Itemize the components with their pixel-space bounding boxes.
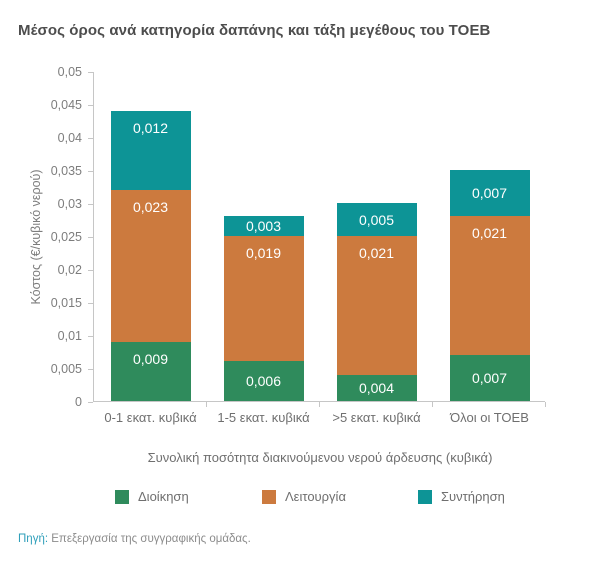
y-axis-tick-mark: [88, 335, 93, 337]
bar-segment: 0,007: [449, 170, 530, 217]
y-axis-tick-mark: [88, 269, 93, 271]
bar-segment: 0,003: [223, 216, 304, 236]
legend-swatch: [418, 489, 432, 504]
y-axis-tick-label: 0,025: [50, 230, 82, 244]
bar-segment: 0,006: [223, 361, 304, 401]
y-axis-tick-mark: [88, 71, 93, 73]
segment-value-label: 0,021: [358, 245, 395, 262]
x-axis-category-label: Όλοι οι ΤΟΕΒ: [450, 410, 529, 425]
y-axis-tick-mark: [88, 170, 93, 172]
source-line: Πηγή: Επεξεργασία της συγγραφικής ομάδας…: [18, 533, 251, 545]
y-axis-tick-label: 0,03: [57, 197, 82, 211]
segment-value-label: 0,009: [132, 350, 169, 367]
segment-value-label: 0,005: [358, 211, 395, 228]
bar-segment: 0,007: [449, 354, 530, 401]
legend-swatch: [115, 489, 129, 504]
y-axis-tick-label: 0,01: [57, 329, 82, 343]
bar-segment: 0,004: [336, 374, 417, 401]
segment-value-label: 0,023: [132, 198, 169, 215]
x-axis-tick-mark: [319, 402, 320, 407]
bar-segment: 0,012: [110, 110, 191, 190]
y-axis-tick-mark: [88, 401, 93, 403]
segment-value-label: 0,004: [358, 379, 395, 396]
plot-area: Κόστος (€/κυβικό νερού) Συνολική ποσότητ…: [29, 65, 546, 465]
chart-title: Μέσος όρος ανά κατηγορία δαπάνης και τάξ…: [18, 22, 491, 39]
x-axis-tick-mark: [545, 402, 546, 407]
x-axis-category-label: 0-1 εκατ. κυβικά: [104, 410, 197, 425]
legend-swatch: [262, 489, 276, 504]
y-axis-tick-label: 0,045: [50, 98, 82, 112]
legend: Διοίκηση Λειτουργία Συντήρηση: [93, 489, 545, 507]
bar-segment: 0,019: [223, 236, 304, 362]
segment-value-label: 0,003: [245, 218, 282, 235]
y-axis-tick-mark: [88, 236, 93, 238]
y-axis-tick-mark: [88, 203, 93, 205]
y-axis-tick-label: 0,035: [50, 164, 82, 178]
bar-segment: 0,021: [449, 216, 530, 355]
x-axis-title: Συνολική ποσότητα διακινούμενου νερού άρ…: [147, 450, 493, 465]
x-axis-tick-mark: [432, 402, 433, 407]
y-axis-tick-label: 0: [75, 395, 82, 409]
bar-segment: 0,023: [110, 189, 191, 342]
source-prefix: Πηγή:: [18, 533, 49, 545]
x-axis-category-label: >5 εκατ. κυβικά: [332, 410, 421, 425]
source-text: Επεξεργασία της συγγραφικής ομάδας.: [51, 533, 251, 545]
legend-label: Λειτουργία: [285, 489, 346, 504]
y-axis-tick-mark: [88, 137, 93, 139]
segment-value-label: 0,007: [471, 369, 508, 386]
x-axis-category-label: 1-5 εκατ. κυβικά: [217, 410, 310, 425]
y-axis-tick-label: 0,02: [57, 263, 82, 277]
bar-segment: 0,009: [110, 341, 191, 401]
segment-value-label: 0,021: [471, 225, 508, 242]
y-axis-tick-label: 0,04: [57, 131, 82, 145]
y-axis-tick-label: 0,015: [50, 296, 82, 310]
legend-item: Διοίκηση: [115, 489, 189, 504]
bar-segment: 0,021: [336, 236, 417, 375]
y-axis-tick-label: 0,05: [57, 65, 82, 79]
x-axis-tick-mark: [206, 402, 207, 407]
segment-value-label: 0,012: [132, 119, 169, 136]
y-axis-tick-mark: [88, 302, 93, 304]
y-axis-tick-mark: [88, 104, 93, 106]
segment-value-label: 0,019: [245, 245, 282, 262]
segment-value-label: 0,007: [471, 185, 508, 202]
y-axis-tick-mark: [88, 368, 93, 370]
legend-label: Διοίκηση: [138, 489, 189, 504]
segment-value-label: 0,006: [245, 373, 282, 390]
legend-item: Συντήρηση: [418, 489, 505, 504]
legend-label: Συντήρηση: [441, 489, 505, 504]
bar-segment: 0,005: [336, 203, 417, 236]
legend-item: Λειτουργία: [262, 489, 346, 504]
y-axis-tick-label: 0,005: [50, 362, 82, 376]
